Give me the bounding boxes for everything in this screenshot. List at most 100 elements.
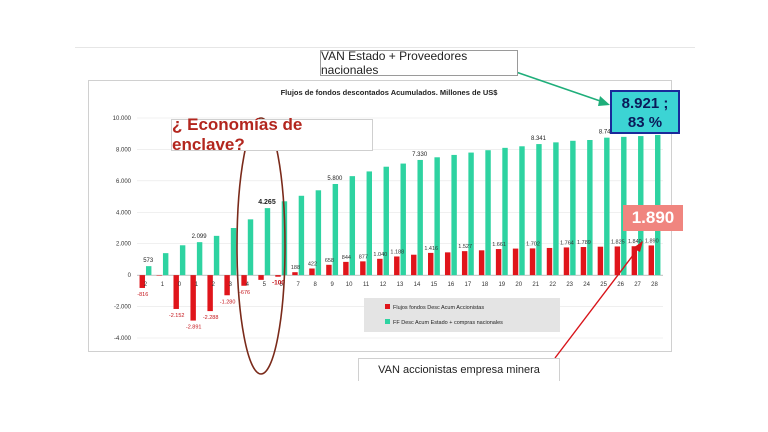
bar-estado <box>332 184 339 276</box>
accionistas-data-label: -2.152 <box>169 313 185 319</box>
bar-accionistas <box>275 275 281 277</box>
estado-data-label: 8.749 <box>599 130 615 136</box>
legend-swatch-accionistas <box>385 304 390 309</box>
van-accionistas-text: VAN accionistas empresa minera <box>378 364 540 376</box>
y-tick-label: 4.000 <box>116 210 132 216</box>
bar-estado <box>281 201 288 276</box>
y-tick-label: 10.000 <box>113 116 132 122</box>
accionistas-data-label: 1.702 <box>526 241 540 247</box>
accionistas-data-label: -2.891 <box>186 325 202 331</box>
x-tick-label: 20 <box>515 282 522 288</box>
accionistas-data-label: 1.188 <box>390 249 404 255</box>
bar-accionistas <box>139 275 145 288</box>
van-estado-value: 8.921 ; <box>621 95 669 112</box>
x-tick-label: 25 <box>600 282 607 288</box>
bar-accionistas <box>563 247 570 276</box>
accionistas-data-label: 658 <box>325 258 334 264</box>
bar-estado <box>196 242 203 276</box>
bar-estado <box>366 171 372 276</box>
bar-estado <box>519 146 525 276</box>
x-tick-label: 18 <box>481 282 488 288</box>
x-tick-label: 4 <box>246 282 250 288</box>
x-tick-label: 9 <box>330 282 334 288</box>
accionistas-data-label: -2.288 <box>203 315 219 321</box>
x-axis-ticks: 2 1 0 1 2 3 4 5 6 7 8 9 10 11 12 13 14 15 16 17 18 19 20 21 22 23… <box>144 282 659 288</box>
bar-accionistas <box>326 264 332 276</box>
bar-accionistas <box>343 261 349 276</box>
bar-estado <box>434 157 440 276</box>
estado-data-label: 573 <box>143 258 154 264</box>
y-axis-ticks: 10.000 8.000 6.000 4.000 2.000 0 -2.000 -4.000 <box>113 116 132 342</box>
estado-data-label: 8.341 <box>531 136 547 142</box>
bar-accionistas <box>546 247 553 276</box>
accionistas-data-label: 877 <box>359 254 368 260</box>
x-tick-label: 0 <box>178 282 182 288</box>
x-tick-label: 10 <box>346 282 353 288</box>
x-tick-label: 15 <box>431 282 438 288</box>
accionistas-data-label: 422 <box>308 262 317 268</box>
y-tick-label: 2.000 <box>116 242 132 248</box>
bar-estado <box>383 166 389 276</box>
accionistas-data-label: 1.040 <box>373 252 387 258</box>
legend-background <box>364 298 560 332</box>
estado-data-label: 4.265 <box>258 199 276 206</box>
bar-accionistas <box>190 275 196 321</box>
x-tick-label: 14 <box>414 282 421 288</box>
x-tick-label: 1 <box>195 282 199 288</box>
bar-accionistas <box>580 247 587 276</box>
x-tick-label: 1 <box>161 282 165 288</box>
x-tick-label: 19 <box>498 282 505 288</box>
y-tick-label: -4.000 <box>114 336 132 342</box>
bar-accionistas <box>529 248 536 276</box>
bar-estado <box>230 228 237 276</box>
van-estado-callout: VAN Estado + Proveedores nacionales <box>320 49 518 77</box>
x-tick-label: 17 <box>465 282 472 288</box>
bar-estado <box>400 163 406 276</box>
y-tick-label: -2.000 <box>114 305 132 311</box>
x-tick-label: 24 <box>583 282 590 288</box>
x-tick-label: 12 <box>380 282 387 288</box>
top-divider <box>75 47 695 48</box>
bar-estado <box>315 190 322 276</box>
accionistas-data-label: -816 <box>137 292 148 298</box>
bar-accionistas <box>360 261 366 276</box>
x-tick-label: 26 <box>617 282 624 288</box>
x-tick-label: 22 <box>549 282 556 288</box>
bar-estado <box>536 144 542 276</box>
x-tick-label: 11 <box>363 282 370 288</box>
x-tick-label: 16 <box>448 282 455 288</box>
estado-data-label: 7.330 <box>412 152 428 158</box>
y-tick-label: 6.000 <box>116 179 132 185</box>
bar-accionistas <box>461 251 468 276</box>
bar-estado <box>145 266 152 276</box>
van-estado-percent: 83 % <box>627 114 663 131</box>
bar-estado <box>485 150 491 276</box>
x-tick-label: 27 <box>634 282 641 288</box>
y-tick-label: 8.000 <box>116 147 132 153</box>
bar-accionistas <box>156 275 162 276</box>
x-tick-label: 2 <box>144 282 148 288</box>
accionistas-data-label: 1.416 <box>424 246 438 252</box>
accionistas-data-label: 1.764 <box>560 240 574 246</box>
bar-estado <box>451 154 457 276</box>
bar-accionistas <box>207 275 213 312</box>
bar-accionistas <box>173 275 179 309</box>
x-tick-label: 2 <box>212 282 216 288</box>
legend: Flujos fondos Desc Acum Accionistas FF D… <box>364 298 560 332</box>
bar-accionistas <box>478 250 485 276</box>
estado-data-label: 2.099 <box>192 234 208 240</box>
accionistas-data-label: 1.527 <box>458 244 472 250</box>
van-accionistas-callout: VAN accionistas empresa minera <box>358 358 560 381</box>
legend-swatch-estado <box>385 319 390 324</box>
accionistas-data-label: -100 <box>272 280 285 287</box>
chart-title: Flujos de fondos descontados Acumulados.… <box>281 88 499 97</box>
bar-accionistas <box>224 275 230 296</box>
bar-estado <box>298 195 305 276</box>
x-tick-label: 5 <box>263 282 267 288</box>
legend-label-estado: FF Desc Acum Estado + compras nacionales <box>393 320 503 326</box>
bar-accionistas <box>512 248 519 276</box>
bar-estado <box>213 235 220 276</box>
bar-estado <box>349 176 356 276</box>
bar-estado <box>502 147 508 276</box>
